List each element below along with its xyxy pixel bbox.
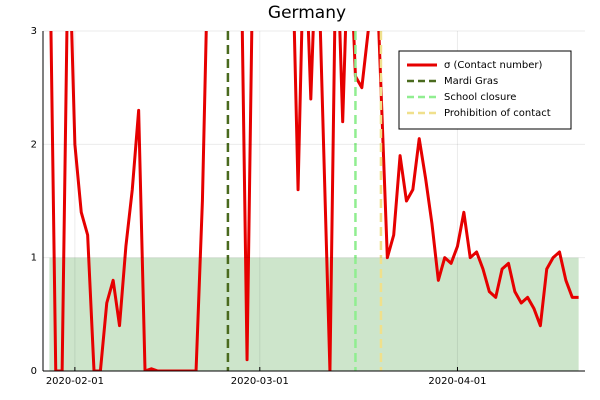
- legend-label: School closure: [444, 92, 516, 103]
- chart-title: Germany: [268, 3, 346, 23]
- series-line: [49, 31, 579, 371]
- x-tick-label: 2020-04-01: [428, 376, 486, 387]
- legend-label: Mardi Gras: [444, 76, 498, 87]
- y-tick-label: 3: [31, 26, 37, 37]
- x-tick-label: 2020-03-01: [231, 376, 289, 387]
- legend: σ (Contact number) Mardi Gras School closu…: [398, 50, 572, 130]
- threshold-band: [49, 257, 579, 371]
- y-tick-label: 2: [31, 139, 37, 150]
- y-tick-label: 1: [31, 253, 37, 264]
- plot-area: [49, 31, 579, 371]
- legend-label: σ (Contact number): [444, 60, 543, 71]
- y-tick-label: 0: [31, 366, 37, 377]
- x-tick-label: 2020-02-01: [46, 376, 104, 387]
- legend-label: Prohibition of contact: [444, 108, 551, 119]
